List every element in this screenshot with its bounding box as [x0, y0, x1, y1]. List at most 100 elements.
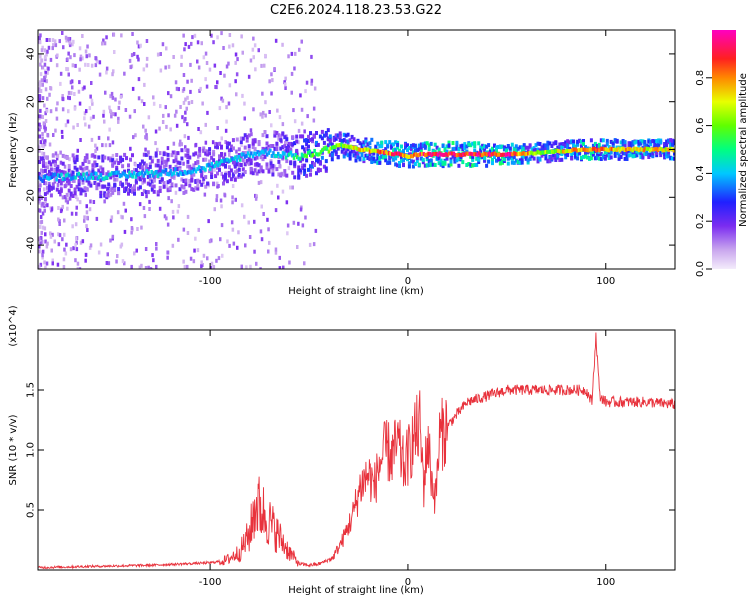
spectrogram-noise-cell	[75, 195, 78, 199]
spectrogram-ridge-cell	[259, 150, 263, 155]
spectrogram-noise-cell	[111, 140, 115, 145]
spectrogram-halo-cell	[479, 148, 483, 153]
spectrogram-halo-cell	[421, 160, 425, 165]
spectrogram-halo-cell	[524, 145, 528, 150]
spectrogram-noise-cell	[293, 66, 296, 71]
spectrogram-halo-cell	[334, 133, 338, 138]
spectrogram-halo-cell	[184, 189, 188, 194]
spectrogram-noise-cell	[141, 168, 145, 173]
spectrogram-ridge-cell	[428, 151, 432, 156]
spectrogram-halo-cell	[144, 167, 148, 171]
spectrogram-halo-cell	[324, 168, 328, 173]
spectrogram-noise-cell	[243, 214, 246, 219]
spectrogram-noise-cell	[243, 101, 246, 106]
spectrogram-noise-cell	[45, 161, 48, 166]
spectrogram-noise-cell	[79, 240, 83, 245]
spectrogram-halo-cell	[497, 157, 500, 162]
spectrogram-noise-cell	[79, 57, 82, 62]
spectrogram-ridge-cell	[623, 148, 627, 152]
spectrogram-halo-cell	[99, 190, 103, 195]
spectrogram-halo-cell	[194, 161, 198, 166]
spectrogram-noise-cell	[292, 220, 296, 225]
spectrogram-halo-cell	[453, 146, 457, 151]
spectrogram-noise-cell	[297, 140, 300, 145]
spectrogram-halo-cell	[669, 155, 673, 160]
spectrogram-halo-cell	[427, 147, 431, 152]
spectrogram-noise-cell	[97, 135, 101, 140]
spectrogram-halo-cell	[174, 183, 178, 188]
spectrogram-halo-cell	[615, 151, 619, 156]
spectrogram-ridge-cell	[45, 175, 49, 180]
spectrogram-noise-cell	[110, 114, 113, 119]
spectrogram-noise-cell	[116, 254, 119, 258]
spectrogram-noise-cell	[159, 68, 163, 73]
spectrogram-noise-cell	[155, 246, 158, 251]
spectrogram-ridge-cell	[599, 146, 603, 151]
spectrogram-halo-cell	[380, 140, 384, 145]
spectrogram-halo-cell	[346, 147, 350, 152]
spectrogram-noise-cell	[250, 132, 253, 137]
spectrogram-noise-cell	[113, 50, 116, 54]
spectrogram-noise-cell	[44, 265, 47, 269]
spectrogram-ridge-cell	[503, 152, 506, 157]
spectrogram-noise-cell	[142, 67, 146, 72]
spectrogram-halo-cell	[123, 169, 127, 174]
spectrogram-ridge-cell	[224, 157, 228, 162]
spectrogram-noise-cell	[293, 119, 297, 124]
spectrogram-noise-cell	[177, 237, 180, 242]
spectrogram-noise-cell	[286, 223, 290, 228]
spectrogram-halo-cell	[342, 154, 346, 159]
spectrogram-ridge-cell	[563, 149, 566, 154]
spectrogram-ridge-cell	[569, 149, 573, 153]
spectrogram-noise-cell	[50, 248, 53, 253]
spectrogram-noise-cell	[72, 125, 75, 130]
spectrogram-halo-cell	[105, 172, 109, 177]
spectrogram-noise-cell	[278, 115, 282, 120]
spectrogram-halo-cell	[305, 158, 309, 163]
spectrogram-noise-cell	[43, 48, 47, 53]
spectrogram-halo-cell	[483, 156, 487, 161]
spectrogram-noise-cell	[140, 225, 143, 230]
spectrogram-halo-cell	[398, 148, 401, 153]
spectrogram-halo-cell	[417, 147, 421, 152]
spectrogram-halo-cell	[103, 155, 107, 160]
spectrogram-noise-cell	[81, 34, 84, 38]
spectrogram-halo-cell	[639, 151, 643, 156]
spectrogram-noise-cell	[298, 47, 301, 52]
spectrogram-halo-cell	[376, 153, 380, 158]
spectrogram-noise-cell	[83, 156, 87, 160]
spectrogram-noise-cell	[68, 43, 72, 48]
spectrogram-halo-cell	[473, 163, 477, 167]
spectrogram-ridge-cell	[609, 146, 612, 151]
spectrogram-halo-cell	[512, 160, 516, 165]
spectrogram-noise-cell	[76, 197, 79, 202]
spectrogram-noise-cell	[115, 177, 119, 182]
spectrogram-halo-cell	[105, 193, 109, 198]
spectrogram-ridge-cell	[305, 154, 308, 159]
spectrogram-noise-cell	[117, 116, 120, 121]
spectrogram-noise-cell	[107, 170, 110, 175]
spectrogram-halo-cell	[235, 154, 239, 159]
spectrogram-halo-cell	[607, 153, 611, 158]
spectrogram-noise-cell	[48, 38, 51, 42]
spectrogram-ridge-cell	[560, 149, 563, 154]
spectrogram-halo-cell	[127, 188, 130, 192]
spectrogram-noise-cell	[249, 58, 253, 63]
spectrogram-halo-cell	[144, 190, 148, 195]
spectrogram-halo-cell	[93, 181, 97, 185]
spectrogram-halo-cell	[156, 158, 160, 163]
spectrogram-noise-cell	[69, 247, 73, 252]
spectrogram-halo-cell	[601, 144, 605, 149]
spectrogram-halo-cell	[40, 196, 43, 200]
spectrogram-ridge-cell	[628, 146, 631, 151]
spectrogram-ridge-cell	[341, 144, 345, 149]
spectrogram-ridge-cell	[288, 152, 291, 157]
spectrogram-halo-cell	[582, 141, 585, 146]
spectrogram-halo-cell	[85, 165, 89, 170]
spectrogram-halo-cell	[348, 156, 352, 161]
spectrogram-ridge-cell	[454, 153, 457, 157]
spectrogram-noise-cell	[196, 248, 200, 253]
spectrogram-halo-cell	[360, 142, 364, 147]
spectrogram-noise-cell	[128, 58, 132, 63]
spectrogram-halo-cell	[249, 167, 253, 172]
